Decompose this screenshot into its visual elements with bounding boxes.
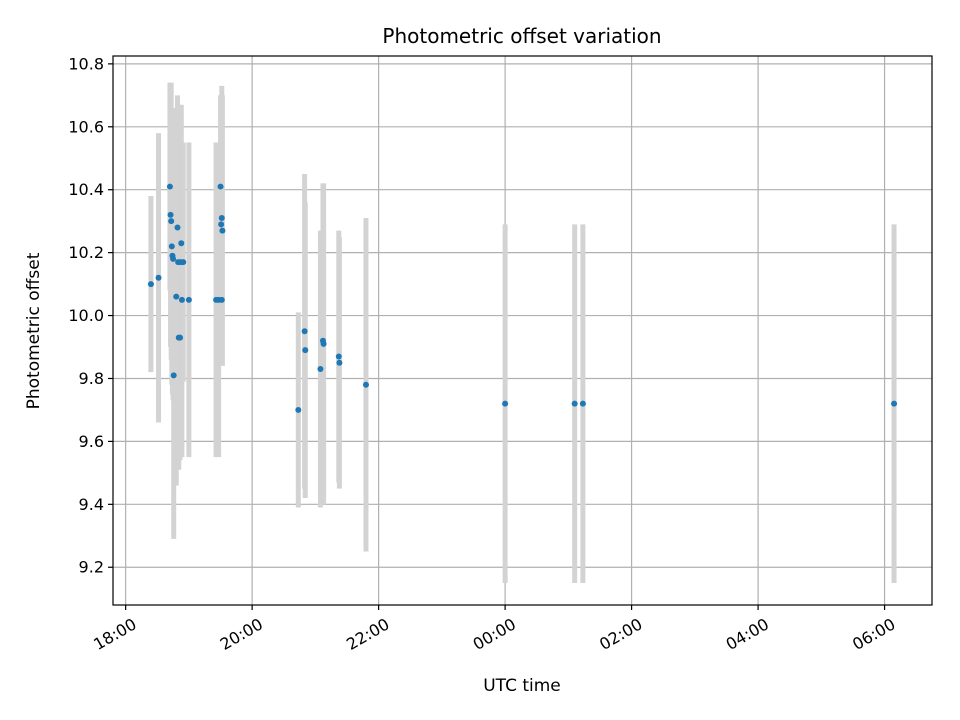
data-point-32 [335, 353, 342, 360]
data-point-18 [185, 296, 192, 303]
data-point-37 [579, 400, 586, 407]
data-point-35 [502, 400, 509, 407]
plot-area-background [113, 56, 932, 605]
y-tick-label-7: 10.6 [68, 117, 104, 136]
data-point-21 [217, 183, 224, 190]
data-point-7 [170, 255, 177, 262]
data-point-13 [177, 334, 184, 341]
data-point-29 [317, 366, 324, 373]
data-point-26 [295, 406, 302, 413]
data-point-38 [891, 400, 898, 407]
y-tick-label-2: 9.6 [79, 432, 104, 451]
data-point-23 [218, 215, 225, 222]
grid-lines [113, 56, 932, 605]
y-tick-label-4: 10.0 [68, 306, 104, 325]
y-tick-label-6: 10.4 [68, 180, 104, 199]
data-point-1 [155, 274, 162, 281]
y-axis-ticks: 9.2 9.4 9.6 9.8 10.0 10.2 10.4 10.6 10.8 [68, 54, 113, 577]
y-tick-label-0: 9.2 [79, 558, 104, 577]
data-point-9 [173, 293, 180, 300]
chart-title: Photometric offset variation [382, 24, 661, 48]
data-points [147, 183, 898, 413]
data-point-16 [178, 296, 185, 303]
data-point-10 [174, 224, 181, 231]
data-point-0 [147, 281, 154, 288]
data-point-25 [218, 296, 225, 303]
data-point-2 [166, 183, 173, 190]
y-tick-label-5: 10.2 [68, 243, 104, 262]
data-point-3 [167, 211, 174, 218]
data-point-22 [218, 221, 225, 228]
data-point-34 [362, 381, 369, 388]
y-tick-label-1: 9.4 [79, 495, 104, 514]
data-point-5 [168, 243, 175, 250]
x-axis-label: UTC time [483, 676, 561, 696]
data-point-24 [219, 227, 226, 234]
data-point-4 [168, 218, 175, 225]
data-point-15 [178, 240, 185, 247]
data-point-17 [180, 259, 187, 266]
data-point-31 [320, 340, 327, 347]
data-point-8 [170, 372, 177, 379]
y-tick-label-8: 10.8 [68, 54, 104, 73]
data-point-33 [336, 359, 343, 366]
y-tick-label-3: 9.8 [79, 369, 104, 388]
data-point-28 [302, 347, 309, 354]
data-point-36 [571, 400, 578, 407]
plot-frame [112, 55, 933, 606]
y-axis-label: Photometric offset [24, 252, 44, 409]
data-point-27 [301, 328, 308, 335]
